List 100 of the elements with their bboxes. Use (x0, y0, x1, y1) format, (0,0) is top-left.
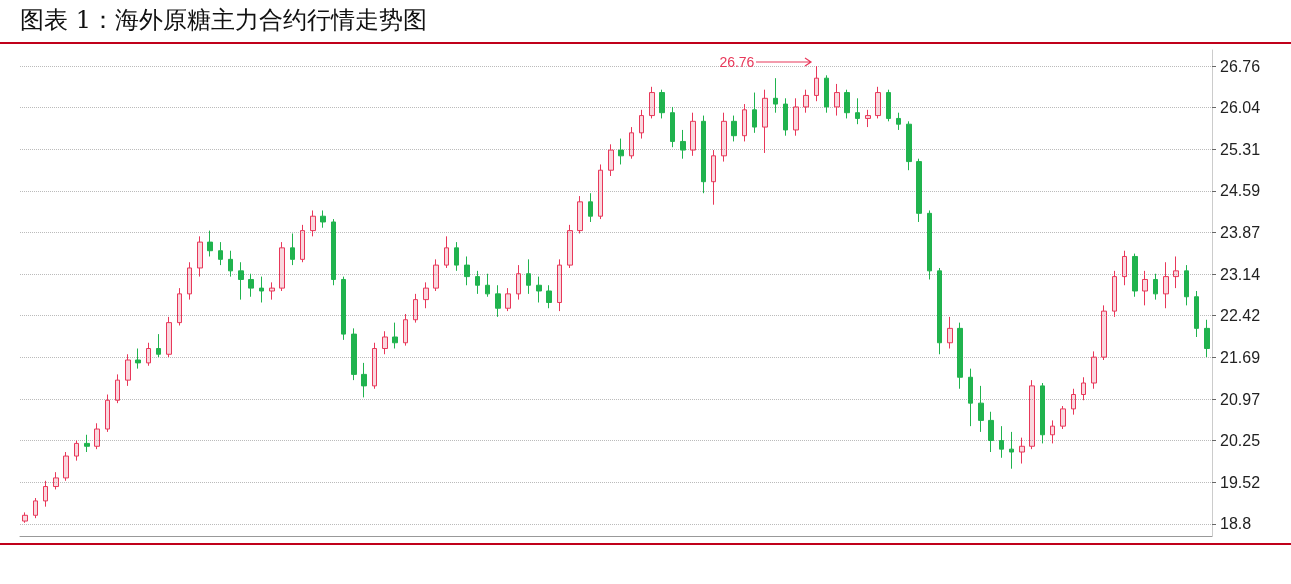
candlestick (978, 385, 984, 433)
y-tick-label: 20.25 (1220, 432, 1261, 450)
candlestick (485, 273, 490, 298)
candlestick (125, 353, 131, 387)
candlestick (1163, 261, 1169, 309)
candlestick (1204, 319, 1210, 358)
candlestick (968, 368, 973, 427)
candlestick (269, 281, 275, 301)
candlestick (927, 209, 932, 280)
candlestick (444, 235, 449, 269)
candlestick (505, 287, 511, 312)
candlestick (865, 109, 871, 128)
candlestick (53, 471, 59, 490)
y-tick-label: 18.8 (1220, 515, 1252, 533)
y-tick-label: 24.59 (1220, 182, 1261, 200)
candlestick (855, 97, 860, 125)
candlestick (464, 255, 470, 286)
candlestick (146, 342, 151, 367)
candlestick (454, 241, 459, 272)
candlestick (331, 218, 336, 286)
candlestick (197, 235, 203, 278)
candlestick (1081, 376, 1086, 401)
candlestick (608, 143, 614, 177)
candlestick (433, 258, 439, 292)
y-tick-label: 25.31 (1220, 141, 1261, 158)
candlestick (228, 250, 233, 278)
candlestick (516, 264, 521, 301)
candlestick (742, 103, 747, 142)
candlestick (320, 209, 326, 229)
candlestick (896, 112, 901, 131)
candlestick (187, 261, 192, 301)
candlestick (773, 77, 778, 114)
candlestick (1184, 264, 1189, 306)
candlestick (690, 112, 696, 157)
candlestick (1029, 379, 1035, 450)
candlestick (937, 267, 942, 355)
candlestick (783, 97, 788, 137)
candlestick (639, 109, 644, 140)
candlestick (1091, 350, 1097, 390)
candlestick (906, 120, 912, 171)
candlestick (999, 425, 1004, 459)
candlestick (115, 373, 120, 404)
candlestick (403, 313, 408, 347)
candlestick (94, 422, 100, 450)
y-tick-label: 23.14 (1220, 265, 1261, 283)
candlestick (1050, 419, 1055, 444)
candlestick (886, 89, 891, 122)
candlestick (351, 327, 357, 381)
candlestick (372, 342, 377, 390)
candlestick (567, 224, 573, 269)
candlestick (1153, 273, 1158, 301)
candlestick (824, 74, 829, 114)
candlestick (536, 276, 542, 303)
y-tick-label: 26.04 (1220, 99, 1261, 117)
candlestick (22, 511, 28, 524)
candlestick (392, 322, 398, 349)
candlestick (988, 411, 994, 453)
candlestick (495, 284, 501, 318)
candlestick (207, 230, 213, 257)
candlestick (1142, 270, 1148, 306)
candlestick (731, 115, 737, 142)
candlestick (762, 89, 768, 154)
candlestick (875, 86, 881, 119)
candlestick (598, 163, 603, 220)
candlestick (916, 158, 922, 223)
candlestick (1009, 431, 1014, 470)
candlestick (475, 270, 480, 295)
candlestick (803, 89, 809, 114)
candlestick (259, 276, 264, 303)
annotation: 26.76 (719, 54, 755, 71)
candlestick (649, 86, 655, 119)
candlestick (43, 480, 48, 508)
candlestick (1019, 437, 1025, 465)
candlestick (659, 89, 665, 119)
candlestick (577, 195, 583, 234)
candlestick (248, 273, 254, 298)
y-tick-label: 20.97 (1220, 390, 1261, 408)
candlestick (526, 258, 531, 295)
candlestick (33, 497, 38, 519)
y-tick-label: 26.76 (1220, 57, 1261, 75)
candlestick (834, 83, 840, 117)
candlestick (1060, 405, 1066, 430)
candlestick (1132, 253, 1138, 298)
candlestick (105, 394, 110, 433)
candlestick (629, 126, 634, 160)
y-tick-label: 23.87 (1220, 223, 1261, 241)
chart-title: 图表 1：海外原糖主力合约行情走势图 (20, 5, 427, 36)
candlestick (279, 241, 285, 292)
candlestick (557, 258, 562, 312)
candlestick (413, 293, 418, 324)
candlestick (844, 89, 850, 119)
candlestick (793, 97, 799, 137)
candlestick (156, 333, 161, 358)
candlestick (670, 106, 675, 148)
candlestick (1194, 290, 1199, 338)
candlestick (1101, 304, 1107, 361)
candlestick (618, 138, 624, 165)
candlestick (300, 224, 305, 263)
candlestick (588, 192, 593, 223)
candlestick (957, 322, 963, 390)
